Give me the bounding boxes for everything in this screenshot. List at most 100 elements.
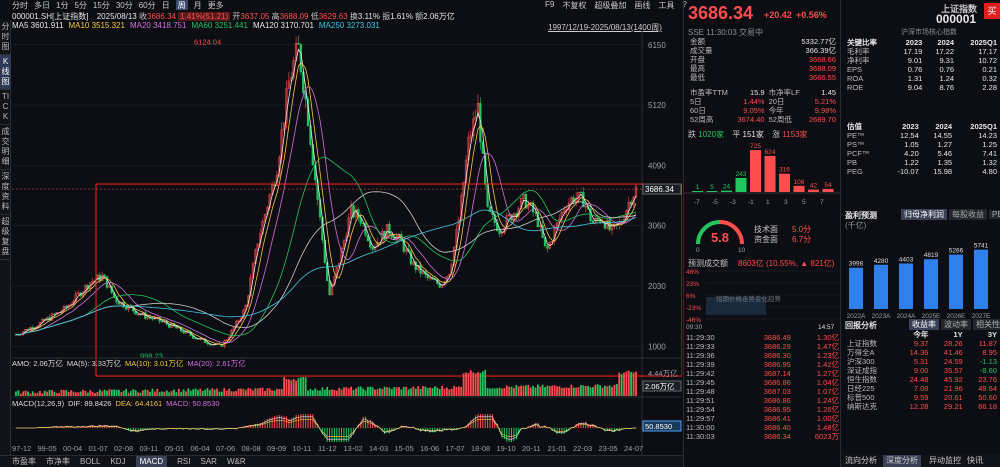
volume-bar <box>213 389 216 396</box>
volume-bar <box>611 386 613 396</box>
volume-bar <box>457 386 460 396</box>
returns-cell: 24.59 <box>943 357 963 366</box>
volume-bar <box>338 387 341 396</box>
left-tool-5[interactable]: 超级复盘 <box>0 215 11 260</box>
period-tab-10[interactable]: 更多 <box>207 1 224 10</box>
indicator-tab-0[interactable]: 市盈率 <box>12 457 36 466</box>
period-tab-2[interactable]: 1分 <box>56 1 69 10</box>
dist-bar-label: 243 <box>736 171 747 178</box>
x-axis-label: 11-12 <box>318 444 337 453</box>
indicator-tab-6[interactable]: SAR <box>200 457 217 466</box>
volume-bar <box>201 390 204 396</box>
profit-bar <box>924 259 938 309</box>
indicator-tab-2[interactable]: BOLL <box>80 457 101 466</box>
candle-body <box>584 206 587 208</box>
index-code: 000001.SH[上证指数] <box>12 12 89 21</box>
right-bottom-tab-2[interactable]: 异动监控 <box>929 456 961 465</box>
volume-bar <box>517 386 520 396</box>
toolbar-item-0[interactable]: F9 <box>545 0 555 9</box>
indicator-tab-4[interactable]: MACD <box>135 456 168 467</box>
tick-row: 11:30:00 3686.40 1.48亿 <box>684 423 841 432</box>
indicator-tab-1[interactable]: 市净率 <box>46 457 70 466</box>
period-tab-6[interactable]: 60分 <box>138 1 156 10</box>
period-tab-5[interactable]: 30分 <box>115 1 133 10</box>
dist-axis-label: -5 <box>712 199 718 206</box>
volume-bar <box>323 389 326 396</box>
volume-bar <box>572 387 575 396</box>
selection-box[interactable] <box>95 183 682 377</box>
date-range[interactable]: 1997/12/19-2025/08/13(1400周) <box>548 23 662 32</box>
period-tab-0[interactable]: 分时 <box>12 1 28 10</box>
price-axis-label: 1000 <box>648 342 666 351</box>
indicator-tab-7[interactable]: W&R <box>226 457 246 466</box>
period-tab-4[interactable]: 15分 <box>92 1 110 10</box>
buy-button[interactable]: 买 <box>984 3 1000 19</box>
left-tool-4[interactable]: 深度资料 <box>0 170 11 215</box>
stats2-cell: 9.98% <box>814 106 836 115</box>
left-tool-1[interactable]: K线图 <box>0 55 11 90</box>
candle-body <box>388 223 391 235</box>
stats-cell: 3688.09 <box>808 64 836 73</box>
tick-time: 11:29:30 <box>686 333 715 342</box>
profit-year: 2025E <box>922 313 941 320</box>
toolbar-item-1[interactable]: 不复权 <box>562 1 587 10</box>
volume-bar <box>359 386 362 396</box>
volume-bar <box>86 392 89 396</box>
left-tool-3[interactable]: 成交明细 <box>0 125 11 170</box>
left-tool-2[interactable]: TICK <box>0 90 11 125</box>
volume-bar <box>302 376 305 396</box>
profit-tab-2[interactable]: PE <box>989 210 1000 219</box>
amo-axis-top: 4.44万亿 <box>648 368 678 378</box>
volume-bar <box>582 385 585 396</box>
returns-cell: -8.60 <box>979 366 997 375</box>
returns-tab-0[interactable]: 收益率 <box>909 319 939 330</box>
indicator-tab-3[interactable]: KDJ <box>110 457 126 466</box>
returns-cell: 沪深300 <box>847 357 875 366</box>
volume-bar <box>53 391 56 396</box>
volume-bar <box>115 389 118 396</box>
returns-cell: 上证指数 <box>847 339 877 348</box>
volume-bar <box>553 385 556 396</box>
period-tabs: 分时 多日 1分 5分 15分 30分 60分日周月更多 <box>12 0 224 10</box>
indicator-tab-5[interactable]: RSI <box>177 457 191 466</box>
period-tab-9[interactable]: 月 <box>193 1 202 10</box>
period-tab-1[interactable]: 多日 <box>34 1 50 10</box>
volume-bar <box>48 389 51 396</box>
volume-bar <box>469 370 472 396</box>
candle-body <box>103 274 106 277</box>
right-bottom-tab-0[interactable]: 流向分析 <box>845 456 877 465</box>
stats2-row: 52周高 3674.40 52周低 2689.70 <box>688 115 838 124</box>
period-tab-7[interactable]: 日 <box>161 1 170 10</box>
volume-bar <box>352 389 355 396</box>
period-tab-8[interactable]: 周 <box>175 0 188 10</box>
right-bottom-tab-3[interactable]: 快讯 <box>967 456 983 465</box>
volume-bar <box>299 377 302 396</box>
returns-cell: 日经225 <box>847 384 875 393</box>
valuation-cell: PS™ <box>847 140 865 149</box>
returns-row: 万得全A 14.36 41.46 8.95 <box>845 348 999 357</box>
toolbar-item-5[interactable]: ? <box>682 0 687 9</box>
period-tab-3[interactable]: 5分 <box>74 1 87 10</box>
volume-bar <box>450 388 453 396</box>
toolbar-item-2[interactable]: 超级叠加 <box>594 1 627 10</box>
volume-bar <box>271 390 274 396</box>
x-axis-label: 23-05 <box>599 444 618 453</box>
toolbar-item-4[interactable]: 工具 <box>658 1 675 10</box>
candle-body <box>409 251 413 265</box>
profit-bar <box>874 264 888 309</box>
toolbar-item-3[interactable]: 画线 <box>634 1 651 10</box>
left-tool-strip: 分时图 K线图 TICK 成交明细 深度资料 超级复盘 <box>0 20 11 457</box>
valuation-row: PCF™ 4.20 5.46 7.41 <box>845 149 999 158</box>
returns-tab-2[interactable]: 相关性 <box>973 319 1000 330</box>
profit-tab-0[interactable]: 归母净利润 <box>901 209 947 220</box>
kline-chart[interactable]: 6150 5120 4090 3060 2030 1000 6124.04 998.23 368… <box>12 30 682 455</box>
stats2-row: 5日 1.44% 20日 5.21% <box>688 97 838 106</box>
market-tag: 沪深市场核心指数 <box>901 29 957 36</box>
right-bottom-tab-1[interactable]: 深度分析 <box>883 455 921 467</box>
valuation-cell: 1.22 <box>904 158 919 167</box>
profit-tab-1[interactable]: 每股收益 <box>949 209 987 220</box>
key_ratios-row: ROA 1.31 1.24 0.32 <box>845 74 999 83</box>
returns-tab-1[interactable]: 波动率 <box>941 319 971 330</box>
left-tool-0[interactable]: 分时图 <box>0 20 11 55</box>
volume-bar <box>74 392 77 396</box>
